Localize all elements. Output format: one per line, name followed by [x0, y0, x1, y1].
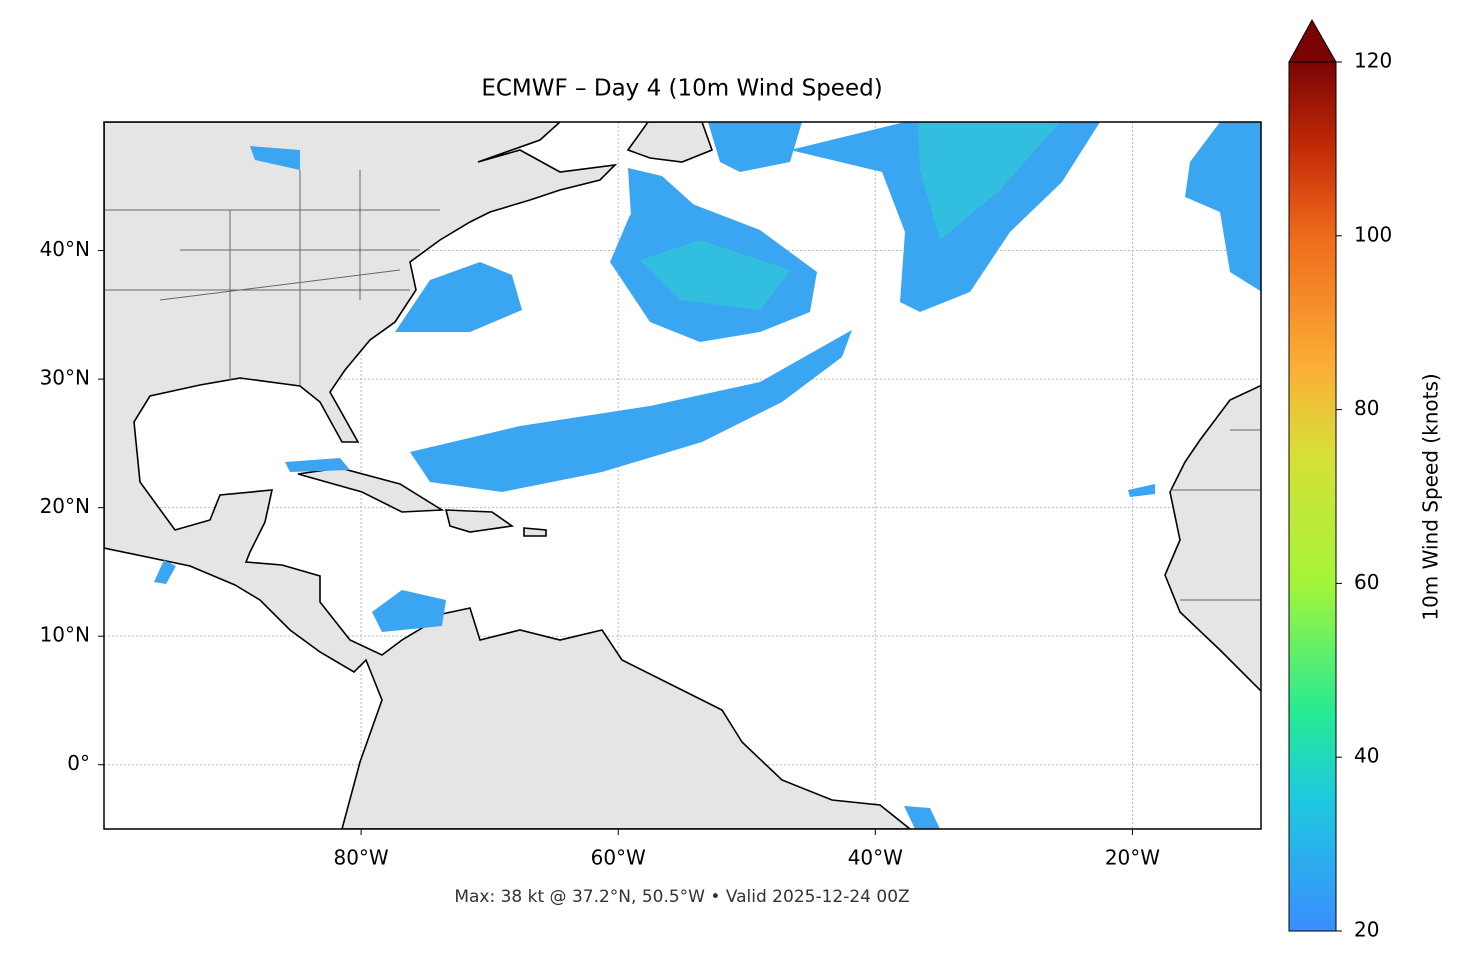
land-americas	[104, 122, 912, 829]
colorbar	[1288, 61, 1337, 932]
y-tick-label: 10°N	[40, 623, 90, 647]
colorbar-tick-label: 60	[1354, 570, 1379, 594]
x-tick-label: 20°W	[1105, 846, 1160, 870]
colorbar-label: 10m Wind Speed (knots)	[1419, 373, 1443, 620]
y-tick-label: 20°N	[40, 494, 90, 518]
y-tick-label: 0°	[67, 751, 90, 775]
land-hispaniola	[444, 509, 515, 533]
map-title: ECMWF – Day 4 (10m Wind Speed)	[481, 76, 882, 102]
colorbar-tick-label: 100	[1354, 222, 1392, 246]
colorbar-tick-label: 40	[1354, 744, 1379, 768]
map-area	[104, 122, 1261, 829]
land-puerto-rico	[523, 527, 547, 537]
x-tick-label: 60°W	[591, 846, 646, 870]
y-tick-label: 30°N	[40, 366, 90, 390]
colorbar-tick-label: 120	[1354, 49, 1392, 73]
land-newfoundland	[626, 122, 714, 163]
footer-note: Max: 38 kt @ 37.2°N, 50.5°W • Valid 2025…	[454, 887, 909, 907]
wind-field	[154, 122, 1261, 829]
x-tick-label: 80°W	[333, 846, 388, 870]
y-tick-label: 40°N	[40, 237, 90, 261]
colorbar-tick-label: 20	[1354, 918, 1379, 942]
colorbar-extend	[1288, 18, 1337, 63]
colorbar-tick-label: 80	[1354, 396, 1379, 420]
map-frame	[103, 121, 1262, 830]
borders	[104, 170, 1261, 601]
land-africa	[1164, 384, 1261, 693]
x-tick-label: 40°W	[848, 846, 903, 870]
